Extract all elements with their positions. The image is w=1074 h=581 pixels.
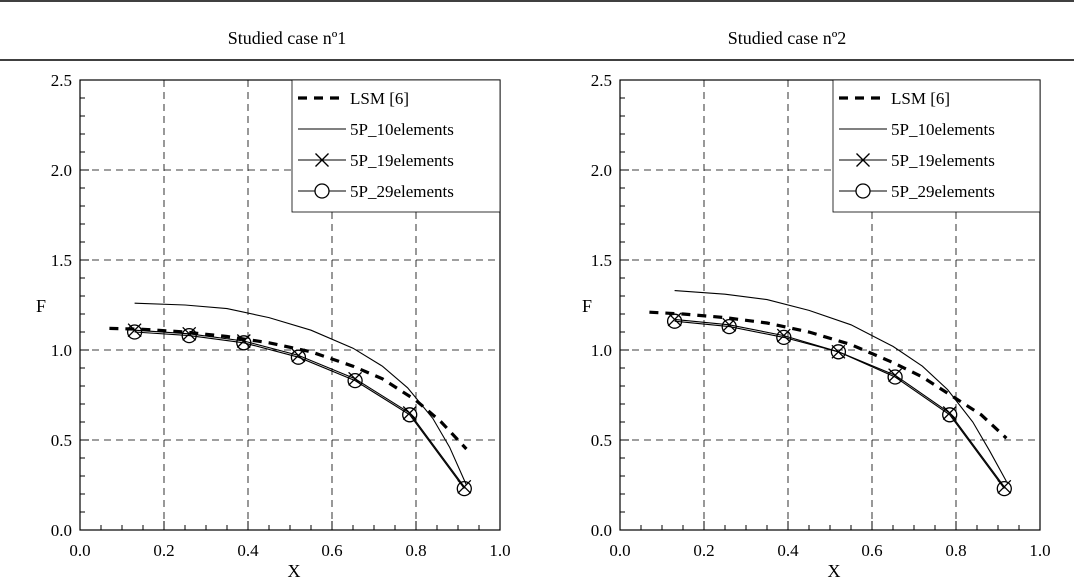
legend-symbol-cross [315, 153, 329, 167]
x-tick-labels: 0.0 0.2 0.4 0.6 0.8 1.0 [69, 541, 510, 560]
y-tick-label: 0.5 [51, 431, 72, 450]
x-tick-label: 0.0 [69, 541, 90, 560]
legend-symbol-cross [856, 153, 870, 167]
series-point-circle [347, 372, 363, 389]
series-point-circle [181, 327, 197, 344]
axis-ticks [79, 79, 501, 531]
series-line-5p-29elements [674, 320, 1005, 489]
y-tick-label: 0.0 [591, 521, 612, 540]
y-tick-label: 2.0 [591, 161, 612, 180]
series-point-circle [942, 407, 958, 423]
y-tick-labels: 0.0 0.5 1.0 1.5 2.0 2.5 [591, 71, 612, 540]
y-tick-label: 2.5 [591, 71, 612, 90]
axis-ticks [619, 79, 1041, 531]
series-point-circle [126, 324, 143, 340]
legend-label-5p-19: 5P_19elements [350, 151, 454, 170]
x-tick-label: 0.8 [945, 541, 966, 560]
x-tick-label: 1.0 [1029, 541, 1050, 560]
y-tick-label: 1.5 [591, 251, 612, 270]
x-tick-label: 0.8 [405, 541, 426, 560]
x-tick-label: 0.4 [237, 541, 259, 560]
chart-title: Studied case nº1 [228, 28, 347, 48]
legend-symbols [298, 96, 346, 199]
legend-label-5p-29: 5P_29elements [350, 182, 454, 201]
y-tick-label: 1.0 [51, 341, 72, 360]
x-tick-labels: 0.0 0.2 0.4 0.6 0.8 1.0 [609, 541, 1050, 560]
series-line-5p-29elements [134, 331, 465, 489]
series-point-cross [402, 406, 417, 420]
series-point-circle [830, 344, 847, 360]
y-tick-label: 0.5 [591, 431, 612, 450]
series-point-circle [236, 335, 252, 351]
series-line-5p-10elements [674, 290, 1007, 482]
x-tick-label: 0.0 [609, 541, 630, 560]
legend-label-5p-19: 5P_19elements [891, 151, 995, 170]
chart-panel-1: Studied case nº1 0.0 0.5 1.0 1.5 2.0 2.5… [36, 28, 511, 581]
y-tick-label: 0.0 [51, 521, 72, 540]
series-layer [109, 302, 472, 497]
y-tick-label: 1.0 [591, 341, 612, 360]
series-point-circle [666, 313, 683, 329]
series-point-cross [942, 406, 957, 420]
cross-stroke [315, 153, 329, 167]
y-tick-label: 2.0 [51, 161, 72, 180]
x-tick-label: 0.6 [321, 541, 342, 560]
x-tick-label: 0.2 [693, 541, 714, 560]
series-point-circle [721, 318, 737, 335]
cross-stroke [856, 153, 870, 167]
x-tick-label: 0.4 [777, 541, 799, 560]
series-point-circle [887, 369, 903, 385]
legend-label-lsm: LSM [6] [891, 89, 950, 108]
legend-symbol-circle [855, 183, 871, 199]
y-axis-label: F [582, 296, 592, 316]
chart-title: Studied case nº2 [728, 28, 847, 48]
y-axis-label: F [36, 296, 46, 316]
series-point-circle [456, 480, 472, 497]
series-point-circle [776, 329, 792, 346]
x-axis-label: X [828, 561, 841, 581]
x-tick-label: 1.0 [489, 541, 510, 560]
x-axis-label: X [288, 561, 301, 581]
series-line-5p-10elements [134, 302, 467, 486]
series-point-circle [402, 407, 418, 423]
legend-label-lsm: LSM [6] [350, 89, 409, 108]
series-layer [649, 290, 1012, 497]
y-tick-label: 1.5 [51, 251, 72, 270]
series-point-circle [996, 480, 1012, 497]
legend-symbol-circle [314, 183, 330, 199]
series-point-circle [290, 349, 307, 365]
y-tick-label: 2.5 [51, 71, 72, 90]
legend: LSM [6] 5P_10elements 5P_19elements 5P_2… [832, 79, 1041, 213]
series-point-cross [236, 334, 251, 348]
x-tick-label: 0.6 [861, 541, 882, 560]
legend-label-5p-10: 5P_10elements [891, 120, 995, 139]
legend-label-5p-29: 5P_29elements [891, 182, 995, 201]
x-tick-label: 0.2 [153, 541, 174, 560]
series-line-lsm [109, 326, 468, 451]
chart-panel-2: Studied case nº2 0.0 0.5 1.0 1.5 2.0 2.5… [582, 28, 1051, 581]
legend-label-5p-10: 5P_10elements [350, 120, 454, 139]
legend-symbols [839, 96, 887, 199]
legend: LSM [6] 5P_10elements 5P_19elements 5P_2… [291, 79, 501, 213]
y-tick-labels: 0.0 0.5 1.0 1.5 2.0 2.5 [51, 71, 72, 540]
